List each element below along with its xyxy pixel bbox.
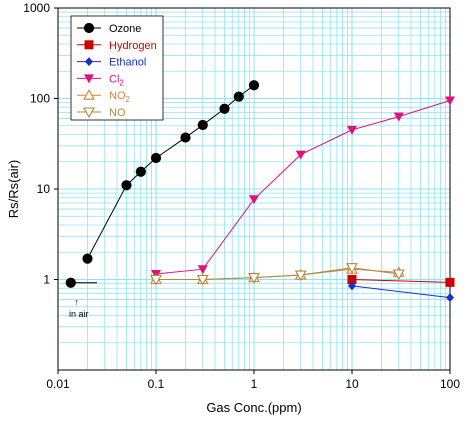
data-point bbox=[347, 125, 357, 135]
data-point bbox=[150, 274, 162, 286]
data-point bbox=[346, 263, 358, 274]
series-cl2 bbox=[151, 96, 455, 280]
data-point bbox=[249, 195, 259, 205]
data-point bbox=[295, 150, 306, 160]
data-point bbox=[135, 166, 146, 177]
legend-label: Ethanol bbox=[109, 57, 146, 69]
y-tick-label: 1 bbox=[43, 273, 50, 287]
series-ethanol bbox=[348, 281, 454, 303]
data-point bbox=[180, 132, 191, 143]
data-point bbox=[197, 265, 208, 275]
data-point bbox=[294, 270, 307, 282]
legend-marker bbox=[83, 22, 95, 34]
x-tick-label: 0.1 bbox=[148, 377, 165, 391]
data-point bbox=[248, 80, 260, 91]
data-point bbox=[393, 112, 404, 122]
x-tick-label: 100 bbox=[440, 377, 460, 391]
series-hydrogen bbox=[347, 275, 455, 287]
y-axis-title: Rs/Rs(air) bbox=[6, 160, 21, 219]
in-air-baseline bbox=[65, 277, 97, 288]
legend-marker bbox=[83, 107, 95, 119]
legend-label-subscript: 2 bbox=[119, 78, 124, 87]
data-point bbox=[348, 281, 356, 291]
y-tick-label: 10 bbox=[37, 182, 51, 196]
data-point bbox=[196, 274, 209, 286]
annotation: ↑ in air bbox=[69, 297, 89, 319]
legend-box bbox=[70, 15, 164, 121]
legend-label: Hydrogen bbox=[109, 40, 157, 52]
legend-label: NO2 bbox=[109, 90, 131, 104]
series-ozone bbox=[82, 80, 260, 264]
data-point bbox=[446, 293, 454, 303]
data-point bbox=[392, 269, 405, 281]
legend-label: Ozone bbox=[109, 23, 141, 35]
data-point bbox=[219, 103, 230, 114]
legend-marker bbox=[84, 40, 94, 50]
series-layer bbox=[82, 80, 455, 303]
data-point bbox=[445, 277, 455, 287]
y-tick-label: 1000 bbox=[23, 1, 50, 15]
data-point bbox=[445, 96, 455, 106]
series-no2 bbox=[150, 263, 405, 285]
series-line bbox=[156, 267, 399, 280]
legend-marker bbox=[84, 74, 94, 84]
legend-marker bbox=[85, 57, 93, 67]
in-air-point bbox=[65, 277, 76, 288]
series-line bbox=[351, 285, 451, 299]
x-tick-label: 1 bbox=[251, 377, 258, 391]
axis-ticks: 0.01 0.1 1 10 100 1 10 100 1000 bbox=[23, 1, 460, 391]
data-point bbox=[248, 273, 260, 284]
data-point bbox=[82, 253, 93, 264]
data-point bbox=[150, 152, 162, 164]
series-line bbox=[351, 279, 451, 283]
annotation-arrow: ↑ bbox=[75, 297, 80, 307]
legend-label-subscript: 2 bbox=[126, 95, 131, 104]
data-point bbox=[197, 119, 208, 131]
legend-marker bbox=[83, 89, 95, 100]
x-tick-label: 0.01 bbox=[46, 377, 70, 391]
annotation-text: in air bbox=[69, 309, 89, 319]
legend-label: NO bbox=[109, 107, 126, 119]
data-point bbox=[233, 91, 244, 102]
data-point bbox=[121, 180, 132, 191]
series-no bbox=[150, 263, 405, 286]
y-tick-label: 100 bbox=[30, 92, 50, 106]
x-axis-title: Gas Conc.(ppm) bbox=[206, 400, 301, 415]
x-tick-label: 10 bbox=[345, 377, 359, 391]
data-point bbox=[347, 275, 357, 284]
